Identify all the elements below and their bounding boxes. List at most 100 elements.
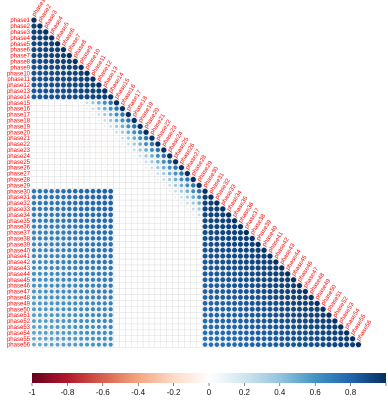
correlation-circle bbox=[192, 249, 194, 251]
correlation-circle bbox=[302, 318, 308, 324]
correlation-circle bbox=[163, 220, 165, 222]
correlation-circle bbox=[113, 100, 120, 106]
correlation-circle bbox=[127, 243, 129, 245]
correlation-circle bbox=[231, 224, 238, 230]
correlation-circle bbox=[56, 166, 59, 169]
correlation-circle bbox=[33, 184, 35, 186]
correlation-circle bbox=[45, 155, 47, 157]
correlation-circle bbox=[139, 167, 141, 169]
correlation-circle bbox=[96, 188, 102, 194]
correlation-circle bbox=[198, 267, 200, 269]
correlation-circle bbox=[43, 224, 48, 229]
correlation-circle bbox=[186, 243, 188, 245]
row-label: phase42 bbox=[7, 260, 31, 266]
correlation-circle bbox=[226, 318, 232, 324]
correlation-circle bbox=[174, 208, 177, 210]
correlation-circle bbox=[121, 261, 124, 263]
correlation-circle bbox=[43, 70, 49, 76]
correlation-circle bbox=[139, 261, 141, 263]
correlation-circle bbox=[96, 206, 102, 212]
colorbar-tick-label: 0 bbox=[207, 388, 212, 397]
correlation-circle bbox=[84, 224, 90, 229]
correlation-circle bbox=[55, 307, 60, 312]
correlation-circle bbox=[285, 342, 291, 348]
correlation-circle bbox=[214, 336, 220, 342]
correlation-circle bbox=[151, 255, 153, 257]
correlation-circle bbox=[261, 342, 267, 348]
correlation-circle bbox=[92, 143, 94, 145]
correlation-circle bbox=[43, 342, 48, 347]
correlation-circle bbox=[37, 342, 42, 347]
correlation-circle bbox=[31, 189, 37, 194]
correlation-circle bbox=[78, 200, 84, 206]
correlation-circle bbox=[273, 330, 279, 336]
correlation-circle bbox=[169, 208, 171, 210]
correlation-circle bbox=[79, 330, 84, 335]
correlation-circle bbox=[51, 113, 53, 116]
correlation-circle bbox=[202, 218, 208, 224]
correlation-circle bbox=[86, 172, 88, 175]
correlation-circle bbox=[192, 255, 194, 257]
correlation-circle bbox=[208, 300, 214, 306]
correlation-circle bbox=[126, 136, 130, 140]
correlation-circle bbox=[279, 336, 285, 342]
correlation-circle bbox=[255, 289, 261, 295]
correlation-circle bbox=[90, 330, 96, 335]
correlation-circle bbox=[103, 119, 107, 122]
correlation-circle bbox=[208, 224, 214, 230]
correlation-circle bbox=[98, 143, 100, 145]
correlation-circle bbox=[151, 344, 153, 346]
correlation-circle bbox=[249, 312, 255, 318]
correlation-circle bbox=[108, 224, 113, 229]
correlation-circle bbox=[67, 200, 72, 206]
correlation-circle bbox=[139, 332, 141, 334]
correlation-circle bbox=[157, 196, 159, 198]
correlation-circle bbox=[127, 184, 129, 186]
correlation-circle bbox=[156, 172, 160, 175]
correlation-circle bbox=[86, 131, 88, 134]
correlation-circle bbox=[202, 300, 208, 306]
correlation-circle bbox=[31, 70, 37, 76]
correlation-circle bbox=[138, 142, 143, 146]
correlation-circle bbox=[102, 253, 108, 259]
correlation-circle bbox=[55, 82, 61, 88]
row-label: phase12 bbox=[7, 83, 31, 89]
correlation-circle bbox=[78, 70, 84, 76]
correlation-circle bbox=[98, 155, 100, 157]
correlation-circle bbox=[214, 271, 220, 277]
correlation-circle bbox=[72, 58, 78, 65]
correlation-circle bbox=[127, 290, 129, 293]
correlation-circle bbox=[68, 178, 71, 181]
correlation-circle bbox=[121, 302, 124, 304]
correlation-circle bbox=[121, 208, 124, 210]
correlation-circle bbox=[37, 330, 42, 335]
correlation-circle bbox=[84, 307, 90, 312]
correlation-circle bbox=[115, 178, 118, 181]
correlation-circle bbox=[61, 295, 66, 300]
correlation-circle bbox=[67, 224, 72, 229]
correlation-circle bbox=[98, 166, 100, 169]
correlation-circle bbox=[291, 294, 297, 301]
correlation-circle bbox=[326, 324, 332, 330]
correlation-circle bbox=[96, 324, 101, 330]
correlation-circle bbox=[145, 208, 147, 210]
correlation-circle bbox=[180, 243, 183, 245]
correlation-circle bbox=[196, 182, 202, 189]
correlation-circle bbox=[102, 194, 108, 200]
correlation-circle bbox=[291, 312, 297, 318]
correlation-circle bbox=[145, 338, 147, 340]
correlation-circle bbox=[80, 131, 82, 133]
correlation-circle bbox=[174, 279, 177, 281]
correlation-circle bbox=[55, 58, 61, 64]
correlation-circle bbox=[174, 231, 177, 234]
correlation-circle bbox=[102, 330, 107, 335]
correlation-circle bbox=[169, 279, 171, 281]
correlation-circle bbox=[49, 94, 55, 100]
correlation-circle bbox=[108, 253, 113, 259]
correlation-circle bbox=[133, 279, 135, 281]
correlation-circle bbox=[139, 290, 141, 293]
correlation-circle bbox=[249, 241, 255, 247]
correlation-circle bbox=[49, 53, 55, 59]
correlation-circle bbox=[220, 306, 226, 312]
correlation-circle bbox=[90, 336, 95, 341]
